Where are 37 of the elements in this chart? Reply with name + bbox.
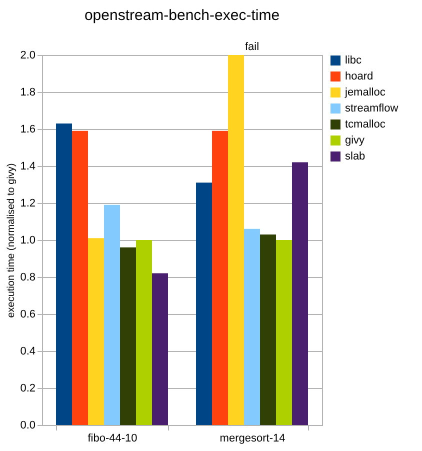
y-tick-label: 1.8: [20, 86, 36, 98]
legend-label: slab: [345, 150, 366, 162]
bar: [196, 182, 212, 425]
bar: [152, 273, 168, 425]
y-axis-title: execution time (normalised to givy): [6, 163, 18, 318]
y-tick-label: 0.4: [20, 346, 36, 358]
bar: [276, 240, 292, 425]
y-tick-label: 0.8: [20, 272, 36, 284]
bar: [212, 130, 228, 425]
y-tick-label: 0.6: [20, 308, 36, 320]
bar: [244, 228, 260, 425]
legend-label: tcmalloc: [345, 118, 386, 130]
y-tick-label: 1.0: [20, 234, 36, 246]
y-tick-label: 1.2: [20, 198, 36, 210]
bar: [228, 55, 244, 425]
bar: [120, 247, 136, 425]
x-tick-label: mergesort-14: [220, 432, 286, 444]
bar: [260, 234, 276, 425]
text: fail: [244, 41, 260, 53]
bar: [136, 240, 152, 425]
legend-label: streamflow: [345, 102, 398, 114]
y-tick-label: 1.4: [20, 160, 36, 172]
bar: [72, 130, 88, 425]
legend-label: jemalloc: [344, 86, 386, 98]
chart-title: openstream-bench-exec-time: [84, 7, 280, 24]
bar: [56, 123, 72, 425]
bar: [292, 162, 308, 425]
legend-label: hoard: [345, 70, 374, 82]
y-tick-label: 0.2: [20, 382, 36, 394]
y-tick-label: 1.6: [20, 124, 36, 136]
x-tick-label: fibo-44-10: [88, 432, 138, 444]
y-tick-label: 0.0: [20, 420, 36, 432]
legend-label: libc: [345, 54, 362, 66]
bar: [88, 238, 104, 425]
bar: [104, 204, 120, 425]
y-tick-label: 2.0: [20, 50, 36, 62]
legend-label: givy: [345, 134, 366, 146]
